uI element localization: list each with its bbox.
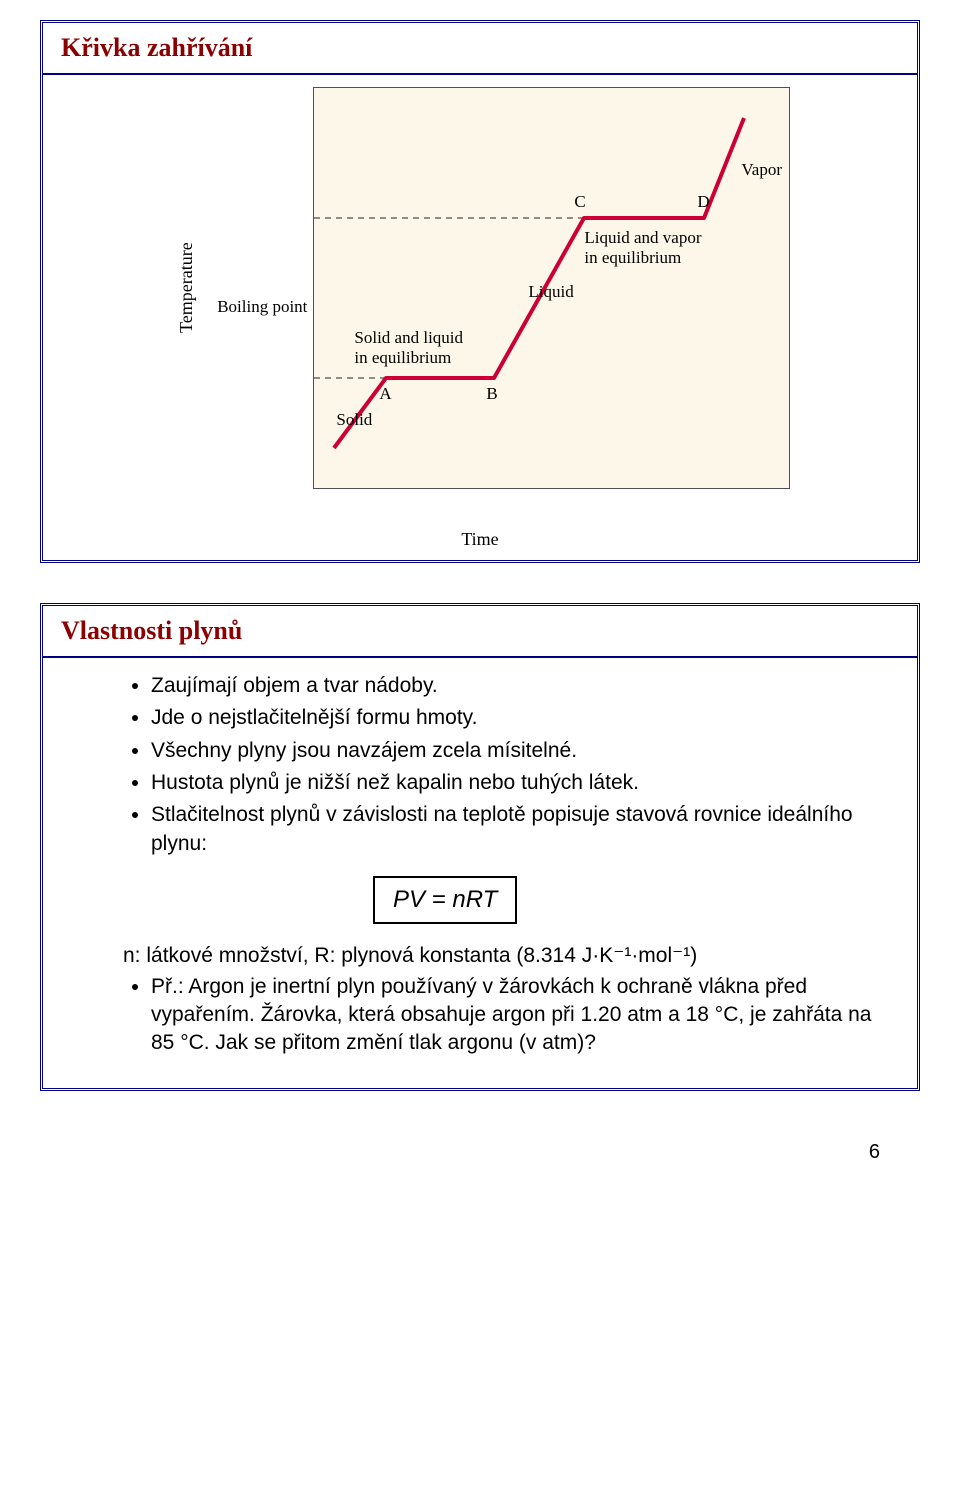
section2-body: Zaujímají objem a tvar nádoby. Jde o nejs…	[43, 658, 917, 1088]
section2-title: Vlastnosti plynů	[43, 606, 917, 658]
note-solid-liquid: Solid and liquidin equilibrium	[354, 328, 463, 367]
chart-xlabel: Time	[170, 489, 790, 550]
point-D-label: D	[697, 192, 709, 212]
bullet-item: Zaujímají objem a tvar nádoby.	[151, 672, 897, 700]
example-bullet: Př.: Argon je inertní plyn používaný v ž…	[151, 973, 897, 1058]
note-vapor: Vapor	[741, 160, 782, 180]
bullet-item: Stlačitelnost plynů v závislosti na tepl…	[151, 801, 897, 858]
section1-title: Křivka zahřívání	[43, 23, 917, 75]
note-liquid: Liquid	[528, 282, 573, 302]
note-liquid-vapor: Liquid and vaporin equilibrium	[584, 228, 701, 267]
ideal-gas-equation: PV = nRT	[373, 876, 517, 924]
bullet-item: Všechny plyny jsou navzájem zcela mísite…	[151, 737, 897, 765]
chart-plot-area: A B C D Solid and liquidin equilibrium L…	[313, 87, 790, 489]
point-C-label: C	[574, 192, 585, 212]
bullet-item: Jde o nejstlačitelnější formu hmoty.	[151, 704, 897, 732]
chart-ylabel: Temperature	[170, 87, 203, 489]
chart-y-tick-labels: Boiling pointMelting point	[203, 87, 313, 489]
bullet-item: Hustota plynů je nižší než kapalin nebo …	[151, 769, 897, 797]
notes-block: n: látkové množství, R: plynová konstant…	[123, 942, 897, 1057]
ytick-boiling: Boiling point	[203, 298, 307, 317]
chart-body: Temperature Boiling pointMelting point A…	[43, 75, 917, 560]
note-solid: Solid	[336, 410, 372, 430]
bullet-list: Zaujímají objem a tvar nádoby. Jde o nejs…	[123, 672, 897, 858]
point-B-label: B	[486, 384, 497, 404]
gas-properties-frame: Vlastnosti plynů Zaujímají objem a tvar …	[40, 603, 920, 1091]
constant-line: n: látkové množství, R: plynová konstant…	[123, 942, 897, 970]
page-number: 6	[40, 1131, 920, 1164]
heating-curve-frame: Křivka zahřívání Temperature Boiling poi…	[40, 20, 920, 563]
heating-curve-chart: Temperature Boiling pointMelting point A…	[170, 87, 790, 550]
point-A-label: A	[379, 384, 391, 404]
